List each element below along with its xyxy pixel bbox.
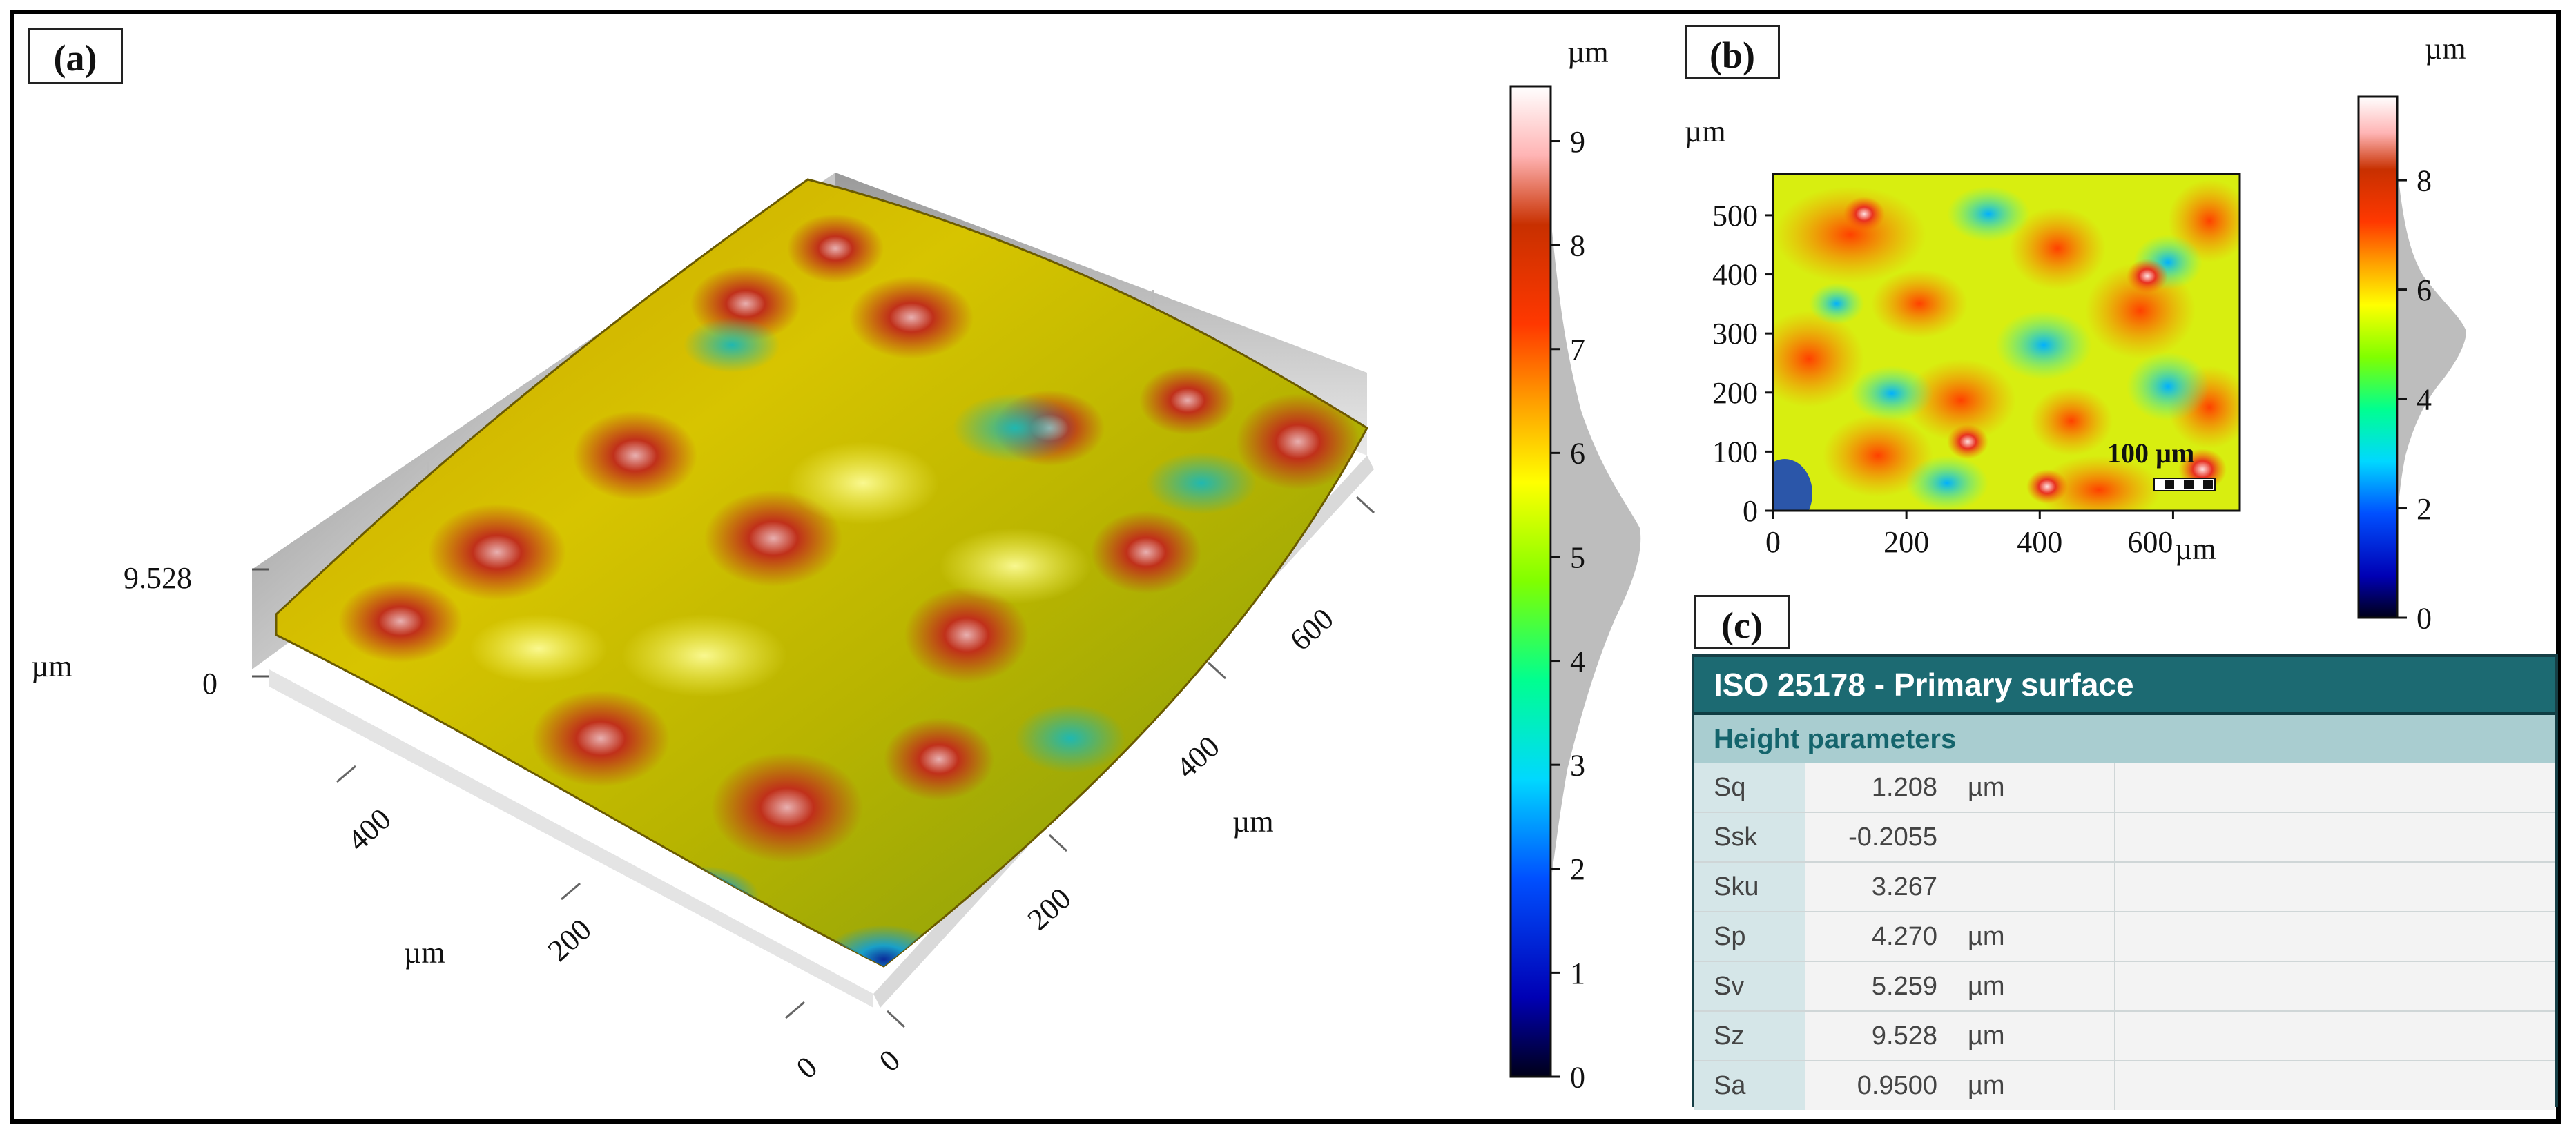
empty-cell [2115, 1061, 2555, 1110]
param-value: 1.208 [1805, 763, 1950, 812]
b-y-unit: µm [1685, 115, 1726, 148]
param-name: Ssk [1694, 813, 1805, 861]
right-axis-tick-0: 0 [873, 1043, 907, 1078]
colorbar-a-tick-label: 3 [1570, 749, 1585, 783]
b-y-tick-label: 400 [1712, 258, 1758, 292]
b-scale-bar-label: 100 µm [2107, 438, 2194, 469]
colorbar-b-tick-label: 6 [2417, 273, 2432, 307]
param-name: Sq [1694, 763, 1805, 812]
empty-cell [2115, 813, 2555, 861]
colorbar-a: 0 1 2 3 4 5 6 7 8 9 µm [1509, 35, 1641, 1094]
param-name: Sv [1694, 962, 1805, 1010]
table-row: Sz 9.528 µm [1694, 1012, 2555, 1061]
b-y-tick-label: 200 [1712, 376, 1758, 410]
param-value: -0.2055 [1805, 813, 1950, 861]
box-floor-left [269, 669, 873, 1008]
colorbar-a-tick-label: 8 [1570, 229, 1585, 263]
empty-cell [2115, 863, 2555, 911]
right-axis-tick-200: 200 [1021, 881, 1078, 937]
b-x-tick-label: 200 [1883, 525, 1929, 559]
b-x-tick-label: 0 [1765, 525, 1781, 559]
panel-a-3d-surface: 9.528 µm 0 0 200 400 µm 0 200 400 600 µm [31, 173, 1375, 1085]
b-y-tick-label: 0 [1743, 494, 1758, 528]
colorbar-a-tick-label: 7 [1570, 333, 1585, 366]
colorbar-a-tick-label: 6 [1570, 437, 1585, 471]
colorbar-b-tick-label: 2 [2417, 492, 2432, 526]
colorbar-a-gradient [1509, 85, 1552, 1078]
table-row: Sp 4.270 µm [1694, 912, 2555, 962]
right-axis-unit: µm [1232, 805, 1274, 839]
left-axis-unit: µm [404, 936, 445, 970]
left-axis-tick-0: 0 [790, 1050, 824, 1085]
panel-c-label: (c) [1694, 595, 1790, 649]
panel-b-label: (b) [1685, 25, 1780, 79]
panel-a-label: (a) [28, 28, 123, 84]
iso-table-title: ISO 25178 - Primary surface [1694, 657, 2555, 715]
z-max-label: 9.528 [124, 561, 192, 595]
param-name: Sz [1694, 1012, 1805, 1060]
colorbar-a-tick-label: 9 [1570, 125, 1585, 159]
b-x-tick-label: 400 [2017, 525, 2062, 559]
empty-cell [2115, 912, 2555, 961]
param-value: 3.267 [1805, 863, 1950, 911]
colorbar-a-tick-label: 1 [1570, 957, 1585, 990]
colorbar-b-tick-label: 4 [2417, 382, 2432, 416]
b-y-tick-label: 100 [1712, 435, 1758, 469]
param-unit [1950, 813, 2115, 861]
param-unit: µm [1950, 912, 2115, 961]
z-zero-label: 0 [202, 667, 217, 701]
right-axis-tick-600: 600 [1284, 602, 1340, 658]
param-unit: µm [1950, 962, 2115, 1010]
colorbar-b: 0 2 4 6 8 µm [2357, 32, 2466, 635]
param-unit: µm [1950, 763, 2115, 812]
colorbar-a-histogram [1552, 231, 1641, 873]
colorbar-b-histogram [2399, 179, 2466, 504]
param-value: 4.270 [1805, 912, 1950, 961]
param-value: 0.9500 [1805, 1061, 1950, 1110]
table-row: Sq 1.208 µm [1694, 763, 2555, 813]
figure-frame [10, 10, 2561, 1124]
colorbar-b-unit: µm [2425, 32, 2466, 66]
param-unit: µm [1950, 1012, 2115, 1060]
right-axis-tick-400: 400 [1170, 729, 1226, 785]
empty-cell [2115, 962, 2555, 1010]
colorbar-a-unit: µm [1567, 35, 1609, 69]
table-row: Ssk -0.2055 [1694, 813, 2555, 863]
table-row: Sa 0.9500 µm [1694, 1061, 2555, 1110]
colorbar-b-gradient [2357, 95, 2399, 619]
param-name: Sp [1694, 912, 1805, 961]
param-value: 5.259 [1805, 962, 1950, 1010]
colorbar-a-tick-label: 5 [1570, 540, 1585, 574]
table-row: Sku 3.267 [1694, 863, 2555, 912]
iso-parameter-table: ISO 25178 - Primary surface Height param… [1692, 654, 2558, 1110]
b-x-unit: µm [2175, 532, 2216, 566]
colorbar-b-tick-label: 8 [2417, 164, 2432, 197]
b-x-tick-label: 600 [2127, 525, 2173, 559]
colorbar-a-tick-label: 4 [1570, 645, 1585, 678]
empty-cell [2115, 763, 2555, 812]
empty-cell [2115, 1012, 2555, 1060]
b-y-tick-label: 300 [1712, 317, 1758, 351]
iso-section-header: Height parameters [1694, 715, 2555, 763]
left-axis-tick-400: 400 [341, 802, 398, 858]
colorbar-b-tick-label: 0 [2417, 601, 2432, 635]
panel-b-heightmap: µm 0 100 200 300 400 500 0 200 400 600 µm 100 µm [1685, 115, 2241, 566]
param-unit: µm [1950, 1061, 2115, 1110]
table-row: Sv 5.259 µm [1694, 962, 2555, 1012]
param-name: Sa [1694, 1061, 1805, 1110]
param-name: Sku [1694, 863, 1805, 911]
colorbar-a-tick-label: 0 [1570, 1060, 1585, 1094]
param-value: 9.528 [1805, 1012, 1950, 1060]
param-unit [1950, 863, 2115, 911]
colorbar-a-tick-label: 2 [1570, 852, 1585, 886]
b-y-tick-label: 500 [1712, 199, 1758, 233]
z-unit-label: µm [31, 649, 72, 683]
left-axis-tick-200: 200 [541, 912, 598, 968]
